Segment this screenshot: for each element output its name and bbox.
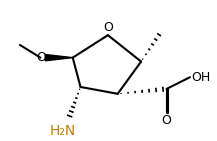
Text: O: O (162, 114, 171, 127)
Polygon shape (45, 55, 73, 61)
Text: O: O (36, 51, 46, 64)
Text: OH: OH (191, 71, 210, 84)
Text: O: O (103, 21, 113, 34)
Text: H₂N: H₂N (50, 124, 76, 138)
